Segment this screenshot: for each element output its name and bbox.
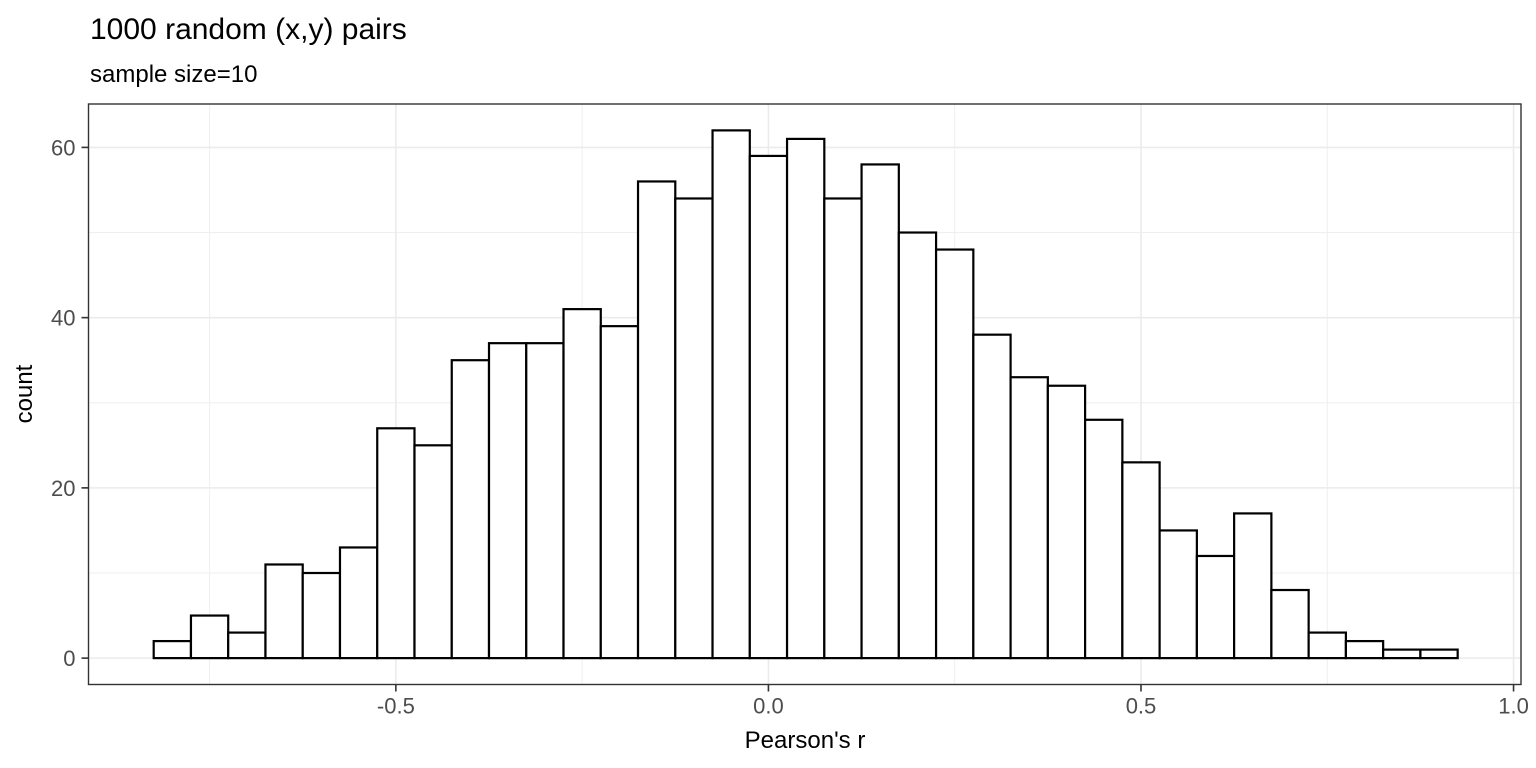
histogram-bar bbox=[785, 137, 826, 660]
histogram-bar bbox=[823, 197, 863, 660]
histogram-bar bbox=[860, 163, 900, 660]
histogram-bar bbox=[897, 231, 938, 660]
histogram-bar bbox=[1195, 554, 1236, 660]
histogram-bar bbox=[152, 639, 193, 660]
y-tick-label: 0 bbox=[63, 646, 75, 671]
histogram-bar bbox=[972, 333, 1012, 660]
histogram-bar bbox=[1084, 418, 1124, 660]
histogram-bar bbox=[487, 342, 528, 660]
x-tick-label: 0.0 bbox=[753, 694, 784, 719]
y-tick-label: 60 bbox=[51, 135, 75, 160]
histogram-bar bbox=[189, 614, 230, 660]
y-tick-label: 40 bbox=[51, 306, 75, 331]
histogram-bar bbox=[1307, 631, 1347, 660]
plot-subtitle: sample size=10 bbox=[90, 61, 257, 88]
histogram-bar bbox=[674, 197, 714, 660]
x-axis-title: Pearson's r bbox=[745, 727, 866, 754]
axis-ticks-layer bbox=[81, 146, 1515, 692]
tick-labels-layer: -0.5 0.0 0.5 1.0 0 20 40 60 bbox=[51, 135, 1529, 718]
x-tick-label: 0.5 bbox=[1126, 694, 1157, 719]
histogram-bar bbox=[1382, 648, 1422, 660]
histogram-bar bbox=[1233, 512, 1273, 660]
histogram-bar bbox=[376, 427, 416, 660]
bars-layer bbox=[152, 129, 1459, 660]
x-tick-label: -0.5 bbox=[377, 694, 415, 719]
histogram-bar bbox=[264, 563, 304, 660]
histogram-bar bbox=[748, 154, 789, 660]
histogram-bar bbox=[1344, 639, 1385, 660]
y-tick-label: 20 bbox=[51, 476, 75, 501]
histogram-bar bbox=[711, 129, 751, 660]
histogram-bar bbox=[301, 571, 342, 660]
panel-border bbox=[87, 103, 1522, 686]
histogram-bar bbox=[1009, 376, 1049, 660]
histogram-bar bbox=[1046, 384, 1087, 660]
histogram-bar bbox=[450, 359, 491, 660]
plot-title: 1000 random (x,y) pairs bbox=[90, 13, 407, 46]
histogram-bar bbox=[413, 444, 453, 660]
histogram-bar bbox=[599, 325, 640, 660]
x-tick-label: 1.0 bbox=[1498, 694, 1529, 719]
histogram-bar bbox=[1270, 588, 1310, 660]
histogram-bar bbox=[562, 308, 602, 660]
y-axis-title: count bbox=[11, 364, 38, 423]
histogram-bar bbox=[338, 546, 379, 660]
histogram-bar bbox=[1121, 461, 1161, 660]
histogram-bar bbox=[934, 248, 975, 660]
histogram-bar bbox=[525, 342, 565, 660]
histogram-bar bbox=[1419, 648, 1459, 660]
histogram-bar bbox=[227, 631, 267, 660]
histogram-bar bbox=[636, 180, 677, 660]
histogram-bar bbox=[1158, 529, 1198, 660]
